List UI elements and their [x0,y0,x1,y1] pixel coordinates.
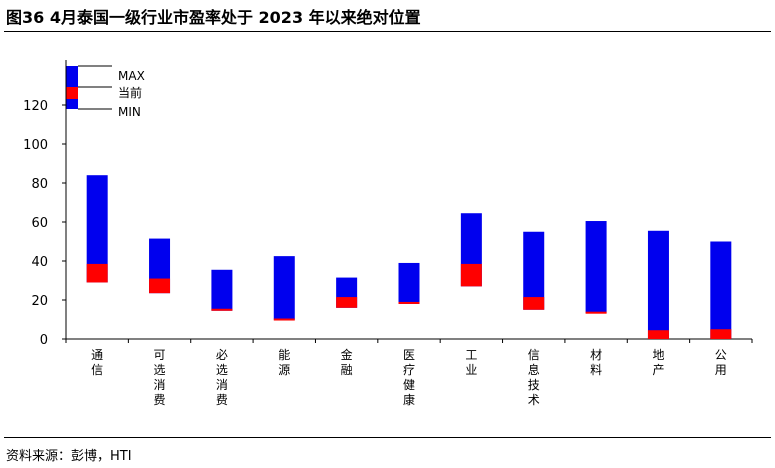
chart-title: 图36 4月泰国一级行业市盈率处于 2023 年以来绝对位置 [6,8,421,27]
category-label-char: 费 [154,393,166,407]
category-label-char: 公 [715,348,727,362]
range-bar [523,231,545,310]
y-tick-label: 100 [23,138,48,153]
category-label-char: 必 [216,348,228,362]
legend-label-min: MIN [118,105,141,119]
category-label-char: 融 [341,363,353,377]
current-marker [710,329,732,339]
category-label-char: 选 [216,363,228,377]
current-marker [523,297,545,310]
category-label-char: 金 [341,347,353,362]
legend-label-max: MAX [118,69,145,83]
range-bar [86,175,108,283]
category-label-char: 健 [403,378,415,392]
current-marker [149,278,171,294]
y-tick-label: 80 [31,177,48,192]
category-label-char: 选 [154,363,166,377]
category-label-char: 源 [278,363,290,377]
current-marker [86,263,108,283]
legend: MAX 当前 MIN [66,65,145,119]
category-label-char: 能 [278,348,290,362]
source-note: 资料来源：彭博，HTI [6,449,132,464]
category-label-char: 术 [528,393,540,407]
current-marker [647,330,669,339]
current-marker [398,301,420,304]
category-label-char: 消 [154,378,166,392]
range-bar [710,241,732,339]
category-label-char: 地 [652,348,664,362]
current-marker [460,263,482,287]
category-label-char: 工 [465,348,477,362]
category-label-char: 可 [154,348,166,362]
legend-label-current: 当前 [118,85,142,100]
legend-swatch-current [66,87,78,99]
category-label-char: 康 [403,392,415,407]
y-tick-label: 60 [31,216,48,231]
range-bar [211,269,233,311]
category-label-char: 产 [652,363,664,377]
range-bar [398,262,420,304]
range-bar [585,221,607,313]
y-tick-label: 0 [40,333,48,348]
category-label-char: 业 [465,363,477,377]
legend-swatch-range [66,66,78,87]
current-marker [273,318,295,321]
category-label-char: 料 [590,363,602,377]
y-tick-label: 120 [23,99,48,114]
source-rule [4,437,771,438]
y-tick-label: 20 [31,294,48,309]
category-label-char: 医 [403,348,415,362]
current-marker [585,311,607,314]
title-rule [4,31,771,32]
category-label-char: 通 [91,348,103,362]
category-label-char: 费 [216,393,228,407]
current-marker [336,297,358,308]
category-label-char: 技 [528,378,540,392]
category-label-char: 材 [590,348,602,362]
category-label-char: 疗 [403,363,415,377]
legend-swatch-low [66,99,78,109]
current-marker [211,308,233,311]
y-tick-label: 40 [31,255,48,270]
category-label-char: 信 [528,348,540,362]
range-bar [273,256,295,320]
category-label-char: 信 [91,363,103,377]
range-bar [647,230,669,339]
category-label-char: 消 [216,378,228,392]
category-label-char: 用 [715,363,727,377]
category-label-char: 息 [528,362,540,377]
